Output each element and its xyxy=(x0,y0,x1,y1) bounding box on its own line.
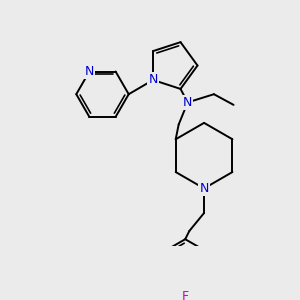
Text: N: N xyxy=(85,65,94,78)
Text: N: N xyxy=(183,96,192,109)
Text: F: F xyxy=(182,290,189,300)
Text: N: N xyxy=(148,74,158,86)
Text: N: N xyxy=(200,182,209,195)
